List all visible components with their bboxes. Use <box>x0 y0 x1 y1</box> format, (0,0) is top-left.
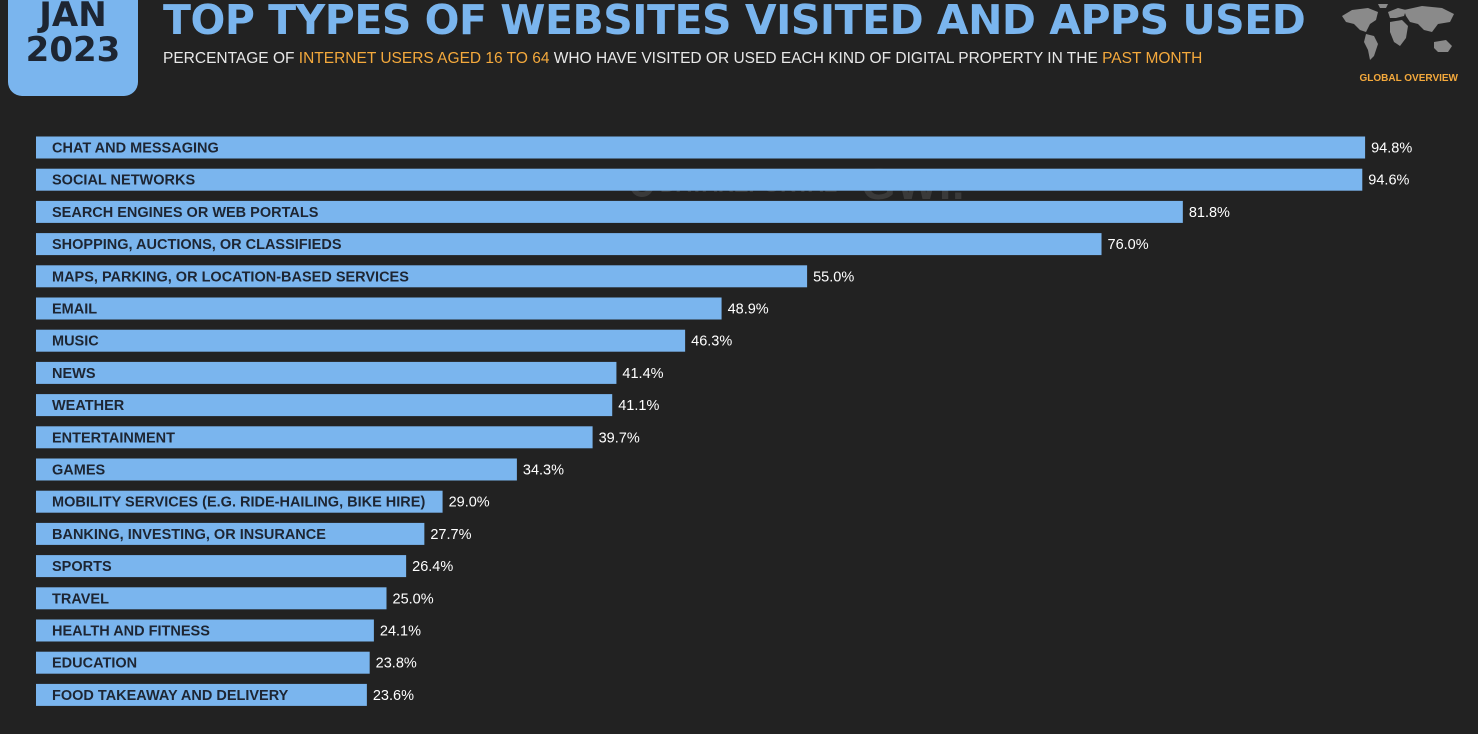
value-label: 94.6% <box>1368 173 1409 189</box>
bar <box>36 458 517 481</box>
bar <box>36 683 367 706</box>
bar <box>36 619 374 642</box>
value-label: 46.3% <box>691 334 732 350</box>
bar <box>36 522 425 545</box>
value-label: 34.3% <box>523 463 564 479</box>
bar <box>36 394 613 417</box>
date-month: JAN <box>39 0 107 35</box>
bar <box>36 297 722 320</box>
date-year: 2023 <box>25 30 121 70</box>
chart-title: TOP TYPES OF WEBSITES VISITED AND APPS U… <box>163 0 1306 44</box>
date-badge: JAN 2023 <box>8 0 138 96</box>
subtitle-highlight-period: PAST MONTH <box>1102 50 1203 67</box>
category-label: TRAVEL <box>52 591 109 607</box>
region-label: GLOBAL OVERVIEW <box>1359 73 1458 84</box>
category-label: ENTERTAINMENT <box>52 430 175 446</box>
subtitle-text-2: WHO HAVE VISITED OR USED EACH KIND OF DI… <box>549 50 1103 67</box>
value-label: 25.0% <box>393 591 434 607</box>
bar <box>36 329 686 352</box>
category-label: SOCIAL NETWORKS <box>52 173 195 189</box>
world-map-icon <box>1342 4 1454 60</box>
category-label: HEALTH AND FITNESS <box>52 624 210 640</box>
value-label: 39.7% <box>599 430 640 446</box>
value-label: 27.7% <box>430 527 471 543</box>
category-label: MUSIC <box>52 334 99 350</box>
category-label: MAPS, PARKING, OR LOCATION-BASED SERVICE… <box>52 269 409 285</box>
bar <box>36 233 1102 256</box>
value-label: 76.0% <box>1108 237 1149 253</box>
value-label: 94.8% <box>1371 141 1412 157</box>
category-label: SEARCH ENGINES OR WEB PORTALS <box>52 205 319 221</box>
category-label: NEWS <box>52 366 96 382</box>
value-label: 55.0% <box>813 269 854 285</box>
value-label: 29.0% <box>449 495 490 511</box>
category-label: EMAIL <box>52 302 97 318</box>
subtitle-text-1: PERCENTAGE OF <box>163 50 299 67</box>
category-label: EDUCATION <box>52 656 137 672</box>
value-label: 48.9% <box>728 302 769 318</box>
value-label: 23.8% <box>376 656 417 672</box>
bar <box>36 587 387 610</box>
value-label: 26.4% <box>412 559 453 575</box>
bar <box>36 265 808 288</box>
category-label: SPORTS <box>52 559 112 575</box>
category-label: FOOD TAKEAWAY AND DELIVERY <box>52 688 289 704</box>
value-label: 24.1% <box>380 624 421 640</box>
subtitle-highlight-audience: INTERNET USERS AGED 16 TO 64 <box>298 50 550 67</box>
category-label: BANKING, INVESTING, OR INSURANCE <box>52 527 326 543</box>
bar <box>36 200 1183 223</box>
category-label: GAMES <box>52 463 106 479</box>
bar <box>36 490 443 513</box>
bar <box>36 168 1363 191</box>
value-label: 41.1% <box>618 398 659 414</box>
value-label: 41.4% <box>622 366 663 382</box>
value-label: 81.8% <box>1189 205 1230 221</box>
category-label: SHOPPING, AUCTIONS, OR CLASSIFIEDS <box>52 237 342 253</box>
category-label: MOBILITY SERVICES (E.G. RIDE-HAILING, BI… <box>52 495 425 511</box>
category-label: WEATHER <box>52 398 125 414</box>
bar <box>36 555 407 578</box>
bar <box>36 136 1366 159</box>
value-label: 23.6% <box>373 688 414 704</box>
category-label: CHAT AND MESSAGING <box>52 141 219 157</box>
bar <box>36 426 593 449</box>
bar <box>36 651 370 674</box>
bar <box>36 361 617 384</box>
chart-subtitle: PERCENTAGE OF INTERNET USERS AGED 16 TO … <box>163 50 1202 68</box>
